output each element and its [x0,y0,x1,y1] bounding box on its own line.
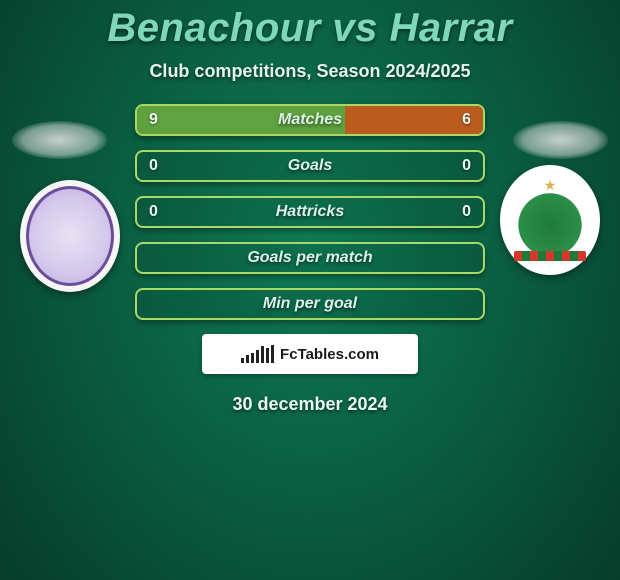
stat-value-right: 6 [462,111,471,129]
stat-row: 0 0 Goals [135,150,485,182]
stat-label: Min per goal [263,295,357,313]
stat-value-right: 0 [462,157,471,175]
logo-bar [256,350,259,363]
stat-value-right: 0 [462,203,471,221]
logo-text: FcTables.com [280,346,379,363]
logo-bar [251,353,254,363]
stat-row: Min per goal [135,288,485,320]
stat-row: 0 0 Hattricks [135,196,485,228]
stat-label: Hattricks [276,203,344,221]
bars-icon [241,345,274,363]
stat-value-left: 0 [149,203,158,221]
stat-value-left: 9 [149,111,158,129]
logo-bar [241,358,244,363]
logo-bar [271,345,274,363]
subtitle: Club competitions, Season 2024/2025 [0,61,620,82]
stat-value-left: 0 [149,157,158,175]
page-title: Benachour vs Harrar [0,0,620,51]
date: 30 december 2024 [0,394,620,415]
stat-label: Goals [288,157,332,175]
logo-bar [266,348,269,363]
stat-row: 9 6 Matches [135,104,485,136]
stats-table: 9 6 Matches 0 0 Goals 0 0 Hattricks Goals per mat… [0,104,620,320]
stat-label: Matches [278,111,342,129]
logo-bar [246,355,249,363]
logo-bar [261,346,264,363]
stat-label: Goals per match [247,249,372,267]
source-logo: FcTables.com [202,334,418,374]
stat-row: Goals per match [135,242,485,274]
